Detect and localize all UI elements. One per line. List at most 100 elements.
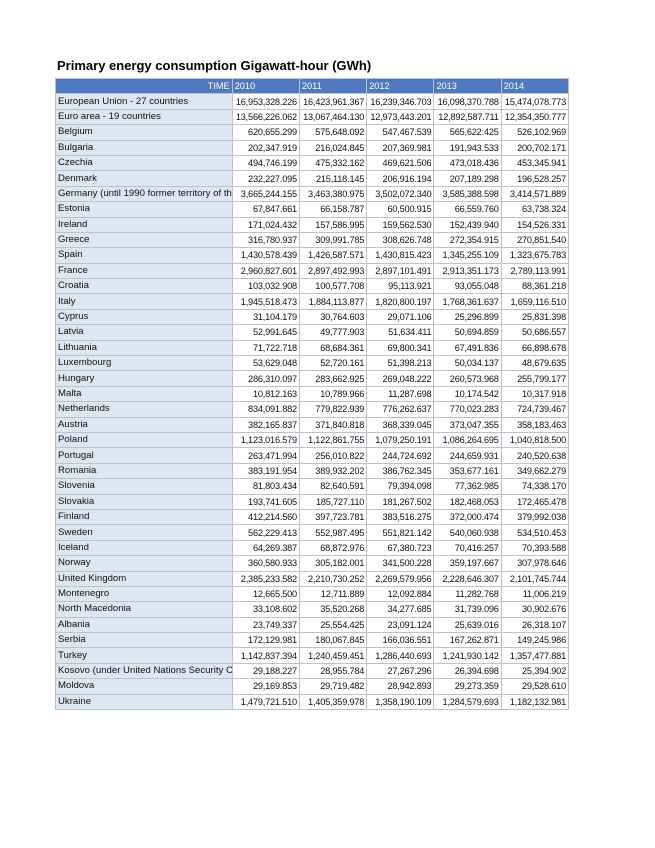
cell-value: 31,739.096 [433,601,502,618]
cell-value: 371,840.818 [298,416,368,433]
row-label: Slovakia [55,493,233,510]
cell-value: 171,024.432 [231,216,300,233]
table-row: Montenegro 12,665.500 12,711.889 12,092.884… [55,585,570,603]
table-row: Greece 316,780.937 309,991.785 308,626.748 2… [55,231,570,249]
cell-value: 33,108.602 [231,601,300,618]
cell-value: 51,398.213 [366,355,435,372]
cell-value: 353,677.161 [433,462,502,480]
cell-value: 25,639.016 [433,616,502,634]
title: Primary energy consumption Gigawatt-hour… [57,58,372,73]
table-row: Iceland 64,269.387 68,872.976 67,380.723 70,… [55,539,570,557]
cell-value: 305,182.001 [298,555,368,572]
table-row: Portugal 263,471.994 256,010.822 244,724.69… [55,447,570,464]
table-row: Turkey 1,142,837.394 1,240,459.451 1,286,44… [55,647,570,664]
cell-value: 52,991.645 [231,324,300,341]
row-label: Austria [55,416,233,433]
cell-value: 1,405,359.978 [298,693,368,711]
header-label: TIME [55,77,233,95]
row-label: Italy [55,293,233,310]
row-label: Montenegro [55,585,233,603]
table-row: North Macedonia 33,108.602 35,520.268 34,27… [55,601,570,618]
cell-value: 12,354,350.777 [500,108,570,126]
cell-value: 48,679.635 [500,355,570,372]
cell-value: 1,286,440.693 [366,647,435,664]
cell-value: 3,665,244.155 [231,185,300,203]
cell-value: 2,897,492.993 [298,262,368,280]
row-label: Poland [55,431,233,449]
cell-value: 1,426,587.571 [298,247,368,264]
cell-value: 34,277.685 [366,601,435,618]
cell-value: 779,822.939 [298,401,368,418]
cell-value: 30,902.676 [500,601,570,618]
cell-value: 3,414,571.889 [500,185,570,203]
cell-value: 1,357,477.881 [500,647,570,664]
row-label: Bulgaria [55,139,233,156]
cell-value: 159,562.530 [366,216,435,233]
row-label: Luxembourg [55,355,233,372]
cell-value: 2,897,101.491 [366,262,435,280]
table-row: European Union - 27 countries 16,953,328.… [55,93,570,110]
cell-value: 10,789.966 [298,385,368,403]
row-label: Euro area - 19 countries [55,108,233,126]
table-row: Slovakia 193,741.605 185,727.110 181,267.50… [55,493,570,510]
cell-value: 386,762.345 [366,462,435,480]
row-label: Kosovo (under United Nations Security Co… [55,662,233,680]
cell-value: 360,580.933 [231,555,300,572]
cell-value: 154,526.331 [500,216,570,233]
cell-value: 11,006.219 [500,585,570,603]
cell-value: 2,913,351.173 [433,262,502,280]
cell-value: 1,659,116.510 [500,293,570,310]
table-row: France 2,960,827.601 2,897,492.993 2,897,10… [55,262,570,280]
row-label: France [55,262,233,280]
cell-value: 359,197.667 [433,555,502,572]
cell-value: 23,091.124 [366,616,435,634]
row-label: Ireland [55,216,233,233]
cell-value: 193,741.605 [231,493,300,510]
cell-value: 182,468.053 [433,493,502,510]
cell-value: 2,101,745.744 [500,570,570,587]
cell-value: 181,267.502 [366,493,435,510]
cell-value: 244,724.692 [366,447,435,464]
cell-value: 256,010.822 [298,447,368,464]
row-label: Sweden [55,524,233,541]
cell-value: 1,345,255.109 [433,247,502,264]
cell-value: 2,789,113.991 [500,262,570,280]
cell-value: 12,092.884 [366,585,435,603]
cell-value: 93,055.048 [433,278,502,295]
cell-value: 196,528.257 [500,170,570,187]
table-row: Hungary 286,310.097 283,662.925 269,048.222… [55,370,570,387]
table-row: Czechia 494,746.199 475,332.162 469,621.506… [55,154,570,172]
cell-value: 15,474,078.773 [500,93,570,110]
cell-value: 2,269,579.956 [366,570,435,587]
cell-value: 191,943.533 [433,139,502,156]
row-label: North Macedonia [55,601,233,618]
cell-value: 28,955.784 [298,662,368,680]
cell-value: 379,992.038 [500,508,570,526]
header-year: 2010 [231,77,300,95]
cell-value: 79,394.098 [366,478,435,495]
cell-value: 372,000.474 [433,508,502,526]
row-label: Estonia [55,201,233,218]
cell-value: 67,380.723 [366,539,435,557]
cell-value: 770,023.283 [433,401,502,418]
cell-value: 63,738.324 [500,201,570,218]
cell-value: 562,229.413 [231,524,300,541]
cell-value: 70,416.257 [433,539,502,557]
cell-value: 68,684.361 [298,339,368,357]
cell-value: 552,987.495 [298,524,368,541]
table-row: Lithuania 71,722.718 68,684.361 69,800.341 6… [55,339,570,357]
cell-value: 3,502,072.340 [366,185,435,203]
cell-value: 1,086,264.695 [433,431,502,449]
cell-value: 1,820,800.197 [366,293,435,310]
row-label: Ukraine [55,693,233,711]
cell-value: 67,491.836 [433,339,502,357]
cell-value: 307,978.646 [500,555,570,572]
cell-value: 172,129.981 [231,632,300,649]
cell-value: 16,953,328.226 [231,93,300,110]
table-row: Italy 1,945,518.473 1,884,113.877 1,820,800… [55,293,570,310]
row-label: Hungary [55,370,233,387]
header-year: 2013 [433,77,502,95]
table-row: Cyprus 31,104.179 30,764.603 29,071.106 25,2… [55,308,570,326]
cell-value: 358,183.463 [500,416,570,433]
